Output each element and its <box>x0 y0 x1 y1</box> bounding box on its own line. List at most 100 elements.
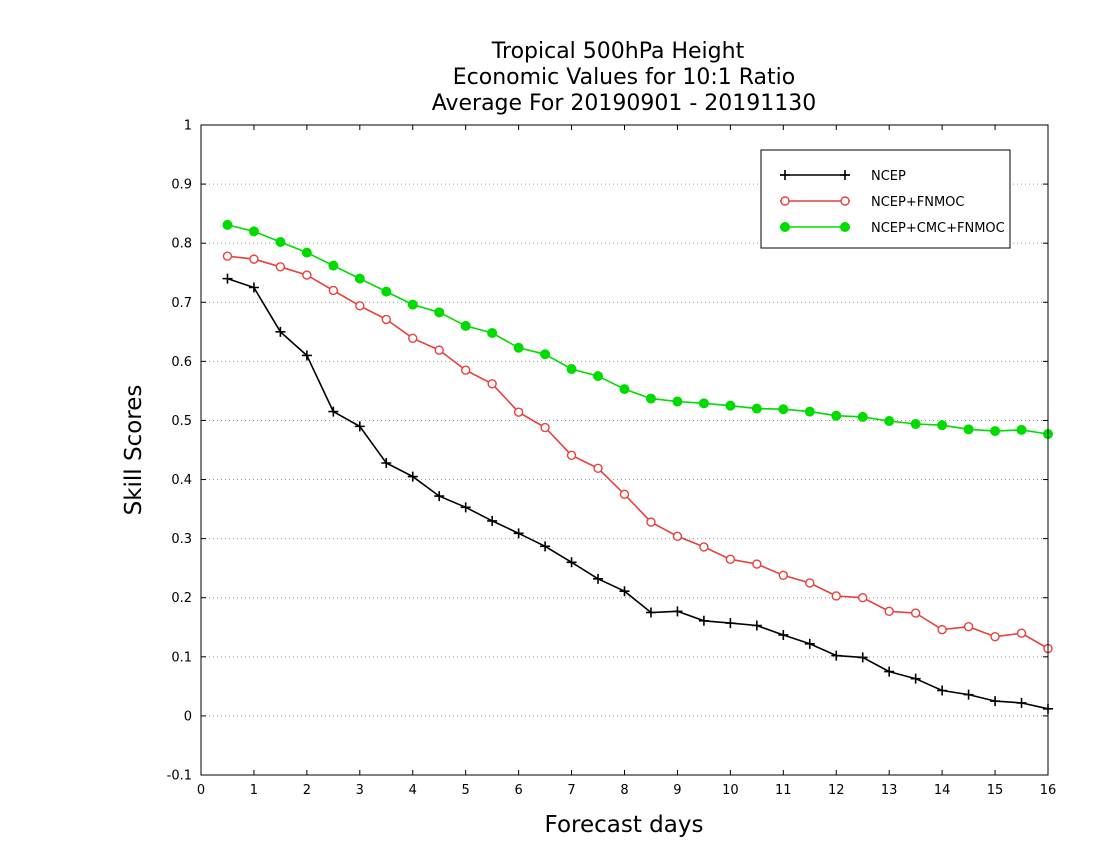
data-point-ncep-cmc-fnmoc <box>381 286 392 297</box>
data-point-ncep-cmc-fnmoc <box>698 398 709 409</box>
x-tick-label: 16 <box>1040 783 1057 798</box>
legend-box <box>760 149 1011 249</box>
data-point-ncep-cmc-fnmoc <box>645 393 656 404</box>
data-point-ncep-fnmoc <box>566 450 577 461</box>
x-tick-label: 10 <box>722 783 739 798</box>
data-point-ncep <box>593 573 604 584</box>
data-point-ncep-fnmoc <box>910 608 921 618</box>
data-point-ncep-fnmoc <box>725 554 736 565</box>
data-point-ncep-fnmoc <box>540 422 550 433</box>
data-point-ncep-cmc-fnmoc <box>275 237 286 247</box>
data-point-ncep-cmc-fnmoc <box>672 396 683 407</box>
series-line-ncep-cmc-fnmoc <box>227 224 1049 435</box>
data-point-ncep-fnmoc <box>434 345 444 355</box>
y-tick-label: 0.6 <box>171 355 192 370</box>
legend-marker-ncep <box>780 170 790 180</box>
x-tick-label: 11 <box>775 783 792 798</box>
data-point-ncep-cmc-fnmoc <box>910 419 921 429</box>
data-point-ncep-fnmoc <box>275 262 286 272</box>
data-point-ncep <box>645 607 656 618</box>
data-point-ncep-cmc-fnmoc <box>751 403 762 414</box>
legend-marker-ncep <box>840 170 850 180</box>
data-point-ncep <box>619 586 630 597</box>
data-point-ncep-fnmoc <box>487 379 497 389</box>
data-point-ncep-fnmoc <box>593 463 603 474</box>
data-point-ncep-fnmoc <box>381 314 391 325</box>
data-point-ncep <box>857 652 868 663</box>
y-tick-label: 1 <box>184 119 192 134</box>
data-point-ncep <box>222 273 233 284</box>
data-point-ncep-cmc-fnmoc <box>725 400 736 411</box>
data-point-ncep-cmc-fnmoc <box>513 342 524 353</box>
data-point-ncep <box>248 282 259 293</box>
data-point-ncep-cmc-fnmoc <box>222 219 233 230</box>
data-point-ncep <box>725 618 736 629</box>
data-point-ncep-fnmoc <box>328 285 339 296</box>
y-tick-label: 0.2 <box>171 591 192 606</box>
data-point-ncep-fnmoc <box>222 251 233 261</box>
x-tick-label: 13 <box>881 783 898 798</box>
data-point-ncep-cmc-fnmoc <box>301 247 312 258</box>
x-tick-label: 14 <box>934 783 951 798</box>
x-tick-label: 6 <box>514 783 522 798</box>
chart-title: Tropical 500hPa Height Economic Values f… <box>432 39 817 116</box>
data-point-ncep <box>937 685 948 696</box>
data-point-ncep-fnmoc <box>937 624 947 635</box>
x-tick-label: 3 <box>356 783 364 798</box>
series-line-ncep <box>227 277 1049 710</box>
data-point-ncep-cmc-fnmoc <box>990 426 1001 437</box>
data-point-ncep <box>381 458 392 468</box>
y-tick-label: 0 <box>184 709 192 724</box>
data-point-ncep-fnmoc <box>460 365 471 375</box>
data-point-ncep <box>566 557 577 568</box>
data-point-ncep-cmc-fnmoc <box>566 364 577 375</box>
data-point-ncep-cmc-fnmoc <box>778 404 789 415</box>
legend: NCEP NCEP+FNMOC NCEP+CMC+FNMOC <box>760 149 1011 249</box>
data-point-ncep <box>804 638 815 649</box>
title-line-2: Economic Values for 10:1 Ratio <box>453 65 795 90</box>
title-line-1: Tropical 500hPa Height <box>491 39 745 64</box>
data-point-ncep <box>407 471 418 482</box>
legend-marker-ncep-fnmoc <box>840 196 850 206</box>
y-tick-label: -0.1 <box>167 769 192 784</box>
data-point-ncep <box>513 528 524 539</box>
data-point-ncep-fnmoc <box>699 542 709 552</box>
legend-marker-ncep-fnmoc <box>780 196 790 206</box>
data-point-ncep-cmc-fnmoc <box>407 299 418 310</box>
data-point-ncep-cmc-fnmoc <box>804 406 815 417</box>
x-tick-label: 2 <box>303 783 311 798</box>
data-point-ncep-fnmoc <box>752 559 762 569</box>
x-axis-label: Forecast days <box>545 812 704 838</box>
data-point-ncep <box>698 615 709 626</box>
legend-marker-ncep-cmc-fnmoc <box>840 222 850 232</box>
x-tick-label: 9 <box>673 783 681 798</box>
y-tick-label: 0.8 <box>171 237 192 252</box>
data-point-ncep <box>831 650 842 661</box>
data-point-ncep <box>751 620 762 631</box>
data-point-ncep-fnmoc <box>778 570 789 580</box>
series-ncep-fnmoc <box>222 251 1053 654</box>
data-point-ncep <box>275 326 286 337</box>
data-point-ncep-fnmoc <box>619 489 630 500</box>
series-line-ncep-fnmoc <box>227 255 1049 650</box>
title-line-3: Average For 20190901 - 20191130 <box>432 91 817 116</box>
y-tick-label: 0.9 <box>171 178 192 193</box>
data-point-ncep-fnmoc <box>672 531 683 541</box>
series-ncep-cmc-fnmoc <box>222 219 1053 440</box>
data-point-ncep-cmc-fnmoc <box>487 328 498 338</box>
data-point-ncep-cmc-fnmoc <box>460 320 471 331</box>
data-point-ncep-fnmoc <box>302 270 312 280</box>
data-point-ncep <box>487 515 498 526</box>
data-point-ncep-cmc-fnmoc <box>884 416 895 427</box>
data-point-ncep <box>354 421 365 432</box>
data-point-ncep-cmc-fnmoc <box>619 384 630 395</box>
data-point-ncep-fnmoc <box>805 578 815 588</box>
data-point-ncep <box>990 696 1001 707</box>
series-layer <box>222 219 1053 714</box>
x-tick-label: 7 <box>567 783 575 798</box>
data-point-ncep-cmc-fnmoc <box>248 226 259 237</box>
data-point-ncep-cmc-fnmoc <box>434 307 445 318</box>
y-tick-label: 0.7 <box>171 296 192 311</box>
legend-label-ncep-fnmoc: NCEP+FNMOC <box>871 195 964 210</box>
